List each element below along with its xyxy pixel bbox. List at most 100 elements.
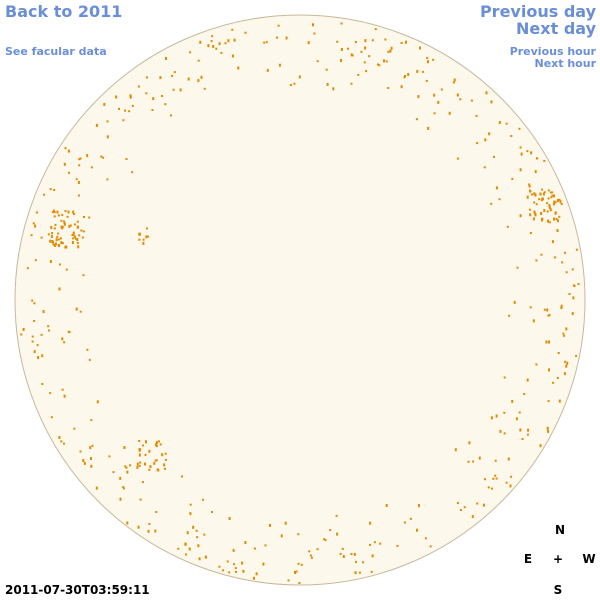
facula-dot [81, 236, 84, 239]
previous-day-link[interactable]: Previous day [479, 2, 596, 21]
facula-dot [361, 561, 364, 564]
back-link[interactable]: Back to 2011 [5, 2, 123, 21]
facula-dot [78, 164, 81, 167]
facula-dot [526, 150, 529, 153]
facula-dot [63, 162, 66, 166]
facula-dot [350, 553, 353, 555]
facula-dot [383, 59, 385, 63]
facula-dot [396, 544, 399, 547]
facula-dot [266, 68, 269, 72]
facula-dot [573, 285, 576, 288]
facula-dot [554, 256, 557, 259]
facula-dot [459, 98, 462, 101]
facula-dot [400, 85, 403, 89]
facula-dot [138, 448, 141, 452]
facula-dot [64, 147, 67, 150]
facula-dot [51, 211, 54, 214]
facula-dot [129, 95, 132, 99]
solar-disk [14, 14, 586, 586]
facula-dot [148, 522, 151, 525]
facula-dot [528, 208, 531, 211]
facula-dot [475, 114, 478, 117]
next-hour-link[interactable]: Next hour [534, 57, 597, 70]
facula-dot [295, 570, 298, 573]
facula-dot [76, 225, 79, 229]
facula-dot [91, 444, 94, 447]
facula-dot [453, 78, 456, 82]
facula-dot [509, 484, 512, 488]
facula-dot [57, 214, 60, 217]
facular-link[interactable]: See facular data [5, 45, 107, 58]
facula-dot [78, 158, 81, 161]
facula-dot [227, 39, 230, 43]
facula-dot [34, 259, 37, 262]
facula-dot [137, 85, 140, 88]
facula-dot [263, 41, 266, 44]
facula-dot [75, 178, 78, 181]
facula-dot [415, 118, 418, 121]
facula-dot [73, 235, 76, 239]
facula-dot [155, 441, 158, 445]
facula-dot [471, 515, 474, 519]
facula-dot [145, 92, 148, 95]
facula-dot [433, 93, 436, 97]
previous-hour-link[interactable]: Previous hour [509, 45, 596, 58]
facula-dot [532, 319, 535, 323]
facula-dot [179, 88, 182, 92]
facula-dot [203, 87, 206, 90]
facula-dot [369, 543, 372, 546]
facula-dot [53, 215, 56, 218]
facula-dot [313, 32, 316, 35]
facula-dot [90, 166, 93, 169]
facula-dot [519, 168, 522, 172]
facula-dot [141, 481, 144, 484]
facula-dot [61, 242, 64, 245]
facula-dot [404, 75, 406, 77]
facula-dot [424, 537, 427, 540]
facula-dot [552, 381, 554, 384]
facula-dot [69, 224, 72, 227]
facula-dot [112, 471, 115, 474]
facula-dot [536, 157, 539, 160]
facula-dot [548, 368, 550, 372]
facula-dot [155, 459, 158, 462]
facula-dot [535, 203, 538, 206]
facula-dot [472, 460, 475, 463]
facula-dot [72, 237, 75, 240]
facula-dot [188, 547, 191, 551]
facula-dot [215, 47, 218, 50]
facula-dot [211, 511, 213, 513]
facula-dot [364, 39, 367, 43]
facula-dot [138, 448, 141, 451]
facula-dot [548, 340, 550, 344]
facula-dot [100, 155, 103, 158]
facula-dot [142, 444, 145, 447]
facula-dot [26, 267, 29, 270]
facula-dot [32, 222, 35, 225]
facula-dot [543, 209, 546, 212]
facula-dot [102, 156, 104, 159]
facula-dot [82, 274, 85, 277]
facula-dot [144, 453, 147, 456]
facula-dot [154, 529, 157, 533]
facula-dot [463, 506, 466, 509]
facula-dot [478, 456, 481, 460]
facula-dot [325, 68, 328, 71]
facula-dot [363, 61, 366, 64]
facula-dot [63, 394, 66, 398]
facula-dot [252, 576, 255, 580]
facula-dot [145, 440, 147, 444]
facula-dot [385, 60, 388, 63]
facula-dot [207, 44, 210, 48]
facula-dot [557, 352, 560, 354]
facula-dot [493, 155, 495, 158]
facula-dot [159, 76, 162, 80]
facula-dot [454, 448, 457, 452]
facula-dot [138, 464, 141, 467]
facula-dot [529, 189, 532, 193]
next-day-link[interactable]: Next day [516, 19, 596, 38]
facula-dot [203, 533, 206, 536]
facula-dot [222, 569, 225, 572]
facula-dot [211, 35, 214, 38]
facula-dot [419, 46, 421, 50]
